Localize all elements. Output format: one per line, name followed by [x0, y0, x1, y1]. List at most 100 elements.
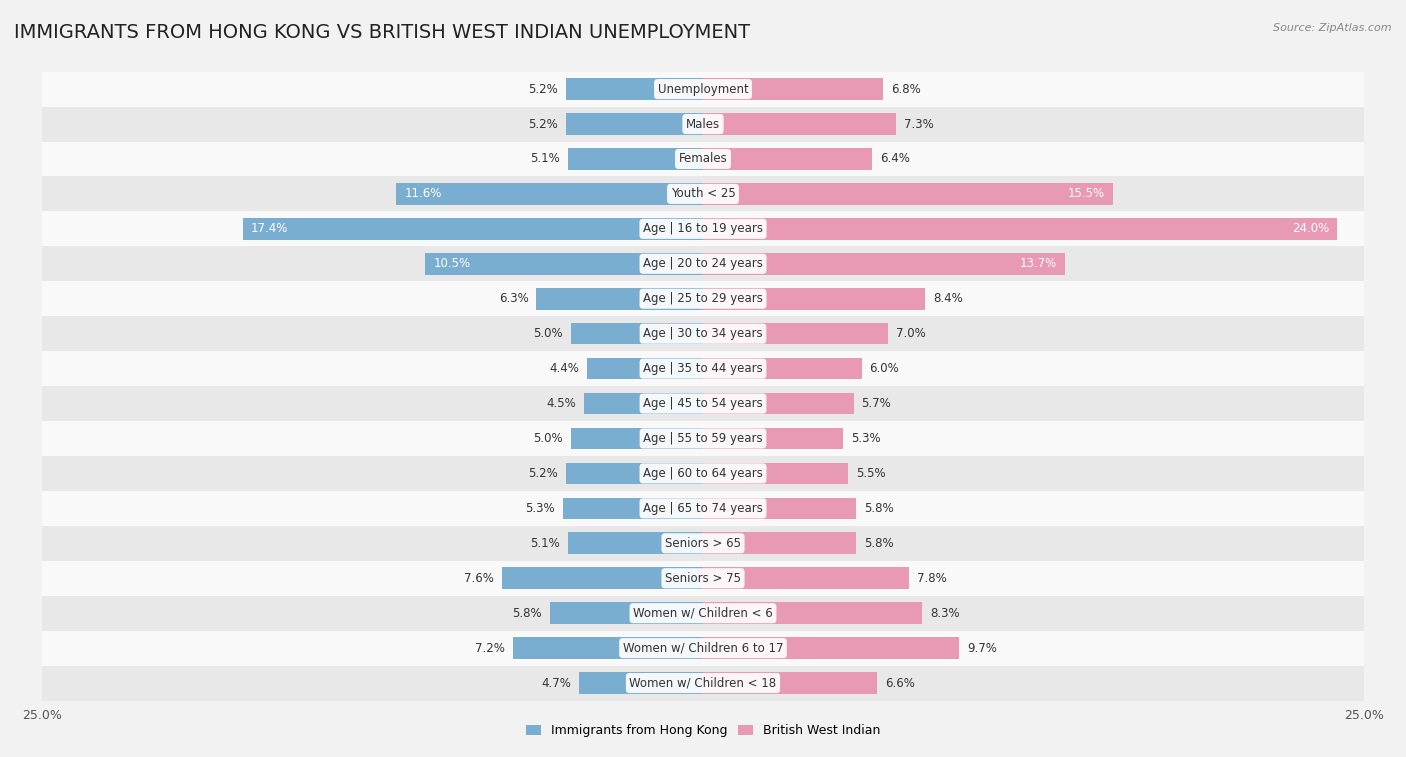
- Text: Age | 60 to 64 years: Age | 60 to 64 years: [643, 467, 763, 480]
- Text: 11.6%: 11.6%: [405, 188, 441, 201]
- Bar: [703, 183, 1112, 204]
- Bar: [42, 421, 1364, 456]
- Bar: [42, 526, 1364, 561]
- Bar: [562, 497, 703, 519]
- Bar: [42, 631, 1364, 665]
- Bar: [703, 288, 925, 310]
- Bar: [42, 176, 1364, 211]
- Bar: [42, 386, 1364, 421]
- Text: 8.4%: 8.4%: [934, 292, 963, 305]
- Bar: [42, 282, 1364, 316]
- Text: 5.3%: 5.3%: [526, 502, 555, 515]
- Bar: [571, 322, 703, 344]
- Text: Unemployment: Unemployment: [658, 83, 748, 95]
- Text: 7.6%: 7.6%: [464, 572, 494, 584]
- Text: 13.7%: 13.7%: [1019, 257, 1057, 270]
- Text: 7.3%: 7.3%: [904, 117, 934, 130]
- Bar: [703, 253, 1066, 275]
- Text: 10.5%: 10.5%: [433, 257, 471, 270]
- Text: 15.5%: 15.5%: [1067, 188, 1105, 201]
- Text: 5.7%: 5.7%: [862, 397, 891, 410]
- Bar: [568, 148, 703, 170]
- Bar: [426, 253, 703, 275]
- Bar: [42, 596, 1364, 631]
- Text: 5.3%: 5.3%: [851, 432, 880, 445]
- Text: 24.0%: 24.0%: [1292, 223, 1330, 235]
- Bar: [42, 107, 1364, 142]
- Text: Youth < 25: Youth < 25: [671, 188, 735, 201]
- Bar: [568, 532, 703, 554]
- Bar: [42, 142, 1364, 176]
- Text: 8.3%: 8.3%: [931, 606, 960, 620]
- Bar: [586, 358, 703, 379]
- Bar: [42, 561, 1364, 596]
- Text: 6.4%: 6.4%: [880, 152, 910, 166]
- Bar: [703, 672, 877, 694]
- Text: 6.0%: 6.0%: [869, 362, 900, 375]
- Text: Age | 25 to 29 years: Age | 25 to 29 years: [643, 292, 763, 305]
- Bar: [579, 672, 703, 694]
- Bar: [502, 568, 703, 589]
- Text: 5.5%: 5.5%: [856, 467, 886, 480]
- Text: IMMIGRANTS FROM HONG KONG VS BRITISH WEST INDIAN UNEMPLOYMENT: IMMIGRANTS FROM HONG KONG VS BRITISH WES…: [14, 23, 751, 42]
- Text: 6.3%: 6.3%: [499, 292, 529, 305]
- Legend: Immigrants from Hong Kong, British West Indian: Immigrants from Hong Kong, British West …: [522, 719, 884, 743]
- Bar: [703, 218, 1337, 240]
- Text: 5.0%: 5.0%: [533, 327, 562, 340]
- Bar: [703, 497, 856, 519]
- Bar: [42, 456, 1364, 491]
- Text: 9.7%: 9.7%: [967, 642, 997, 655]
- Bar: [42, 211, 1364, 246]
- Text: 4.7%: 4.7%: [541, 677, 571, 690]
- Bar: [703, 463, 848, 484]
- Bar: [703, 358, 862, 379]
- Text: 5.0%: 5.0%: [533, 432, 562, 445]
- Bar: [537, 288, 703, 310]
- Bar: [703, 532, 856, 554]
- Bar: [550, 603, 703, 624]
- Bar: [703, 428, 844, 450]
- Text: Age | 55 to 59 years: Age | 55 to 59 years: [643, 432, 763, 445]
- Bar: [42, 316, 1364, 351]
- Text: 17.4%: 17.4%: [252, 223, 288, 235]
- Bar: [243, 218, 703, 240]
- Text: 5.1%: 5.1%: [530, 152, 560, 166]
- Text: Women w/ Children 6 to 17: Women w/ Children 6 to 17: [623, 642, 783, 655]
- Bar: [513, 637, 703, 659]
- Text: 7.8%: 7.8%: [917, 572, 946, 584]
- Bar: [42, 491, 1364, 526]
- Text: Women w/ Children < 6: Women w/ Children < 6: [633, 606, 773, 620]
- Text: Seniors > 65: Seniors > 65: [665, 537, 741, 550]
- Text: Age | 65 to 74 years: Age | 65 to 74 years: [643, 502, 763, 515]
- Text: 7.2%: 7.2%: [475, 642, 505, 655]
- Text: Source: ZipAtlas.com: Source: ZipAtlas.com: [1274, 23, 1392, 33]
- Text: 7.0%: 7.0%: [896, 327, 925, 340]
- Bar: [703, 393, 853, 414]
- Bar: [42, 351, 1364, 386]
- Bar: [703, 78, 883, 100]
- Text: Age | 35 to 44 years: Age | 35 to 44 years: [643, 362, 763, 375]
- Bar: [396, 183, 703, 204]
- Bar: [42, 246, 1364, 282]
- Text: 4.4%: 4.4%: [548, 362, 579, 375]
- Text: 5.8%: 5.8%: [512, 606, 541, 620]
- Bar: [565, 78, 703, 100]
- Text: 4.5%: 4.5%: [547, 397, 576, 410]
- Bar: [703, 114, 896, 135]
- Text: 6.8%: 6.8%: [890, 83, 921, 95]
- Bar: [565, 463, 703, 484]
- Text: 5.8%: 5.8%: [865, 502, 894, 515]
- Bar: [703, 603, 922, 624]
- Bar: [703, 637, 959, 659]
- Text: 6.6%: 6.6%: [886, 677, 915, 690]
- Text: Females: Females: [679, 152, 727, 166]
- Bar: [42, 72, 1364, 107]
- Text: Seniors > 75: Seniors > 75: [665, 572, 741, 584]
- Text: Age | 45 to 54 years: Age | 45 to 54 years: [643, 397, 763, 410]
- Bar: [703, 322, 889, 344]
- Text: 5.2%: 5.2%: [527, 467, 558, 480]
- Bar: [703, 148, 872, 170]
- Text: 5.2%: 5.2%: [527, 83, 558, 95]
- Bar: [703, 568, 910, 589]
- Text: Age | 20 to 24 years: Age | 20 to 24 years: [643, 257, 763, 270]
